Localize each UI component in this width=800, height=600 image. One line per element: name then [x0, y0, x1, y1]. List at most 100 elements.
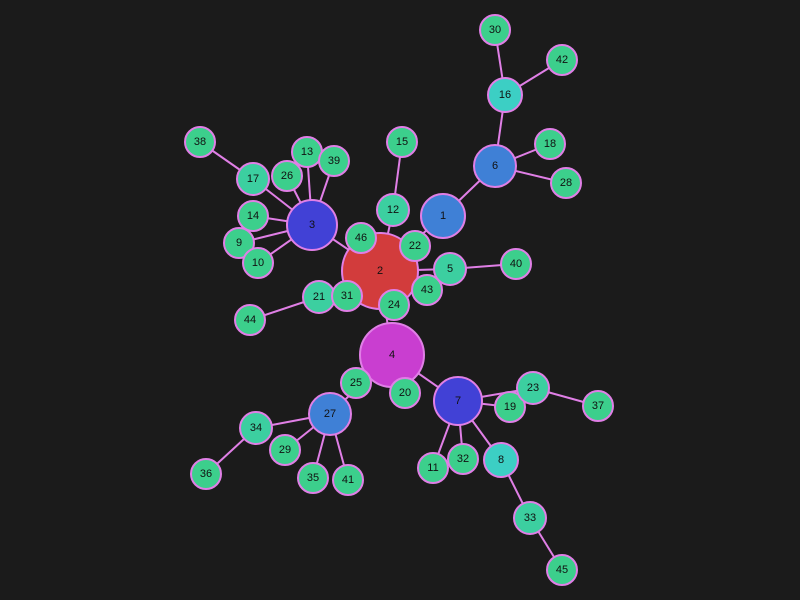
node-15[interactable]: 15 [386, 126, 418, 158]
node-label: 1 [440, 210, 446, 222]
node-label: 39 [328, 155, 340, 167]
node-22[interactable]: 22 [399, 230, 431, 262]
node-circle [286, 199, 338, 251]
node-label: 16 [499, 89, 511, 101]
node-circle [516, 371, 550, 405]
node-circle [513, 501, 547, 535]
node-11[interactable]: 11 [417, 452, 449, 484]
node-label: 7 [455, 395, 461, 407]
node-label: 34 [250, 422, 262, 434]
node-circle [389, 377, 421, 409]
node-16[interactable]: 16 [487, 77, 523, 113]
node-label: 28 [560, 177, 572, 189]
node-circle [386, 126, 418, 158]
node-21[interactable]: 21 [302, 280, 336, 314]
node-45[interactable]: 45 [546, 554, 578, 586]
node-label: 29 [279, 444, 291, 456]
node-label: 38 [194, 136, 206, 148]
node-label: 2 [377, 265, 383, 277]
node-31[interactable]: 31 [331, 280, 363, 312]
node-circle [546, 44, 578, 76]
node-label: 12 [387, 204, 399, 216]
node-12[interactable]: 12 [376, 193, 410, 227]
node-label: 6 [492, 160, 498, 172]
node-24[interactable]: 24 [378, 289, 410, 321]
node-34[interactable]: 34 [239, 411, 273, 445]
node-label: 26 [281, 170, 293, 182]
node-label: 32 [457, 453, 469, 465]
node-5[interactable]: 5 [433, 252, 467, 286]
node-38[interactable]: 38 [184, 126, 216, 158]
node-circle [239, 411, 273, 445]
node-30[interactable]: 30 [479, 14, 511, 46]
node-circle [447, 443, 479, 475]
node-40[interactable]: 40 [500, 248, 532, 280]
node-43[interactable]: 43 [411, 274, 443, 306]
node-20[interactable]: 20 [389, 377, 421, 409]
node-circle [297, 462, 329, 494]
node-label: 4 [389, 349, 395, 361]
node-10[interactable]: 10 [242, 247, 274, 279]
node-46[interactable]: 46 [345, 222, 377, 254]
node-36[interactable]: 36 [190, 458, 222, 490]
node-label: 33 [524, 512, 536, 524]
node-14[interactable]: 14 [237, 200, 269, 232]
node-1[interactable]: 1 [420, 193, 466, 239]
node-circle [242, 247, 274, 279]
node-label: 40 [510, 258, 522, 270]
node-label: 41 [342, 474, 354, 486]
node-circle [534, 128, 566, 160]
node-37[interactable]: 37 [582, 390, 614, 422]
node-circle [582, 390, 614, 422]
node-42[interactable]: 42 [546, 44, 578, 76]
node-label: 35 [307, 472, 319, 484]
node-19[interactable]: 19 [494, 391, 526, 423]
node-32[interactable]: 32 [447, 443, 479, 475]
node-25[interactable]: 25 [340, 367, 372, 399]
node-39[interactable]: 39 [318, 145, 350, 177]
node-circle [494, 391, 526, 423]
node-circle [223, 227, 255, 259]
node-label: 5 [447, 263, 453, 275]
node-26[interactable]: 26 [271, 160, 303, 192]
node-circle [237, 200, 269, 232]
node-18[interactable]: 18 [534, 128, 566, 160]
node-circle [399, 230, 431, 262]
node-circle [376, 193, 410, 227]
node-label: 13 [301, 146, 313, 158]
node-circle [331, 280, 363, 312]
node-circle [269, 434, 301, 466]
node-35[interactable]: 35 [297, 462, 329, 494]
node-label: 10 [252, 257, 264, 269]
node-4[interactable]: 4 [359, 322, 425, 388]
node-label: 20 [399, 387, 411, 399]
node-8[interactable]: 8 [483, 442, 519, 478]
node-label: 46 [355, 232, 367, 244]
node-28[interactable]: 28 [550, 167, 582, 199]
node-3[interactable]: 3 [286, 199, 338, 251]
node-label: 43 [421, 284, 433, 296]
node-33[interactable]: 33 [513, 501, 547, 535]
node-circle [184, 126, 216, 158]
node-17[interactable]: 17 [236, 162, 270, 196]
node-9[interactable]: 9 [223, 227, 255, 259]
node-label: 11 [427, 462, 438, 474]
node-27[interactable]: 27 [308, 392, 352, 436]
node-44[interactable]: 44 [234, 304, 266, 336]
node-circle [473, 144, 517, 188]
node-6[interactable]: 6 [473, 144, 517, 188]
node-circle [487, 77, 523, 113]
node-label: 23 [527, 382, 539, 394]
node-label: 30 [489, 24, 501, 36]
node-label: 15 [396, 136, 408, 148]
node-29[interactable]: 29 [269, 434, 301, 466]
node-label: 24 [388, 299, 400, 311]
node-circle [271, 160, 303, 192]
node-23[interactable]: 23 [516, 371, 550, 405]
node-label: 27 [324, 408, 336, 420]
node-7[interactable]: 7 [433, 376, 483, 426]
node-circle [318, 145, 350, 177]
node-41[interactable]: 41 [332, 464, 364, 496]
node-13[interactable]: 13 [291, 136, 323, 168]
